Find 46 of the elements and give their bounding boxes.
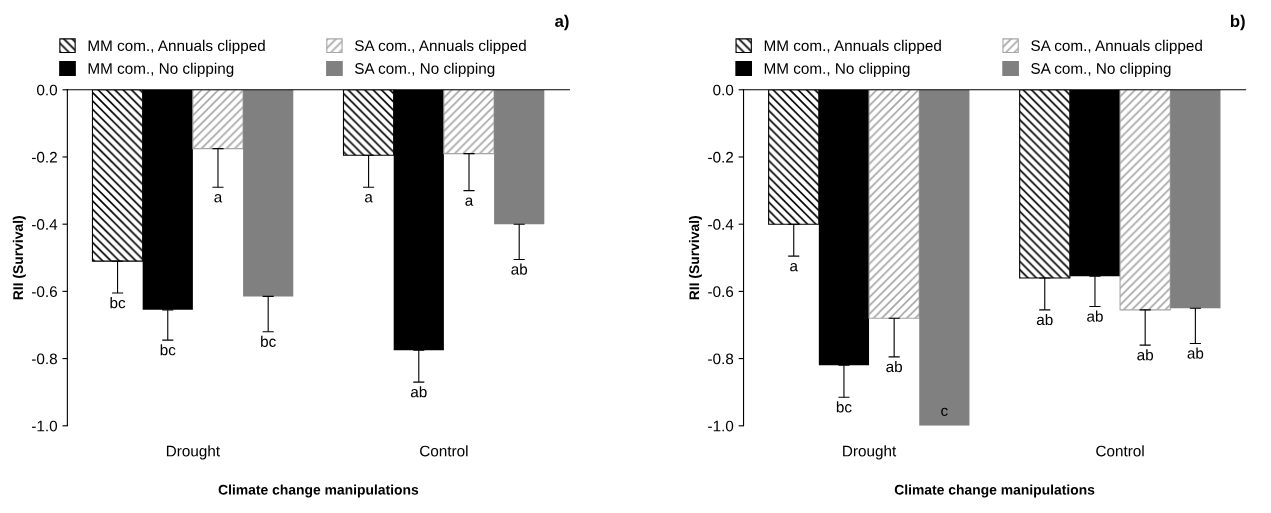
data-label: ab — [410, 386, 427, 398]
y-tick-label: 0.0 — [713, 84, 734, 96]
data-label: bc — [110, 297, 126, 309]
chart-title: b) — [1230, 14, 1245, 31]
data-label: a — [214, 194, 223, 203]
legend-label: MM com., Annuals clipped — [764, 39, 941, 55]
data-label: a — [790, 262, 798, 272]
data-label: c — [941, 407, 948, 417]
y-tick-label: -0.8 — [708, 353, 734, 365]
legend-label: MM com., No clipping — [764, 62, 910, 77]
data-label: ab — [1036, 313, 1053, 326]
y-tick-label: -0.6 — [32, 286, 57, 298]
data-label: a — [465, 197, 474, 206]
x-tick-label: Drought — [166, 445, 220, 460]
x-axis-title: Climate change manipulations — [894, 484, 1095, 498]
legend-label: MM com., Annuals clipped — [88, 39, 265, 55]
y-tick-label: -1.0 — [708, 420, 734, 432]
x-tick-label: Drought — [843, 445, 897, 460]
y-axis-title: RII (Survival) — [12, 216, 26, 300]
x-axis-title: Climate change manipulations — [218, 484, 419, 498]
y-tick-label: 0.0 — [37, 84, 58, 96]
legend-label: SA com., No clipping — [1031, 62, 1171, 77]
data-label: ab — [511, 263, 528, 275]
data-label: bc — [261, 335, 276, 347]
y-tick-label: -0.4 — [32, 219, 58, 230]
legend-label: SA com., Annuals clipped — [1031, 39, 1202, 55]
data-label: bc — [160, 344, 176, 356]
legend-label: MM com., No clipping — [88, 62, 234, 77]
legend-label: SA com., Annuals clipped — [354, 39, 526, 55]
chart-title: a) — [555, 14, 569, 31]
y-tick-label: -0.4 — [708, 219, 734, 230]
y-axis-title: RII (Survival) — [688, 216, 702, 300]
legend-label: SA com., No clipping — [354, 62, 495, 77]
data-label: a — [364, 194, 373, 203]
y-tick-label: -0.8 — [32, 353, 57, 365]
data-label: ab — [1187, 347, 1204, 359]
data-label: ab — [886, 360, 903, 373]
x-tick-label: Control — [420, 445, 468, 457]
y-tick-label: -1.0 — [32, 420, 58, 432]
data-label: bc — [836, 401, 852, 413]
x-tick-label: Control — [1096, 445, 1144, 457]
y-tick-label: -0.6 — [708, 286, 734, 298]
y-tick-label: -0.2 — [32, 151, 57, 163]
data-label: ab — [1137, 349, 1154, 361]
y-tick-label: -0.2 — [708, 151, 734, 163]
data-label: ab — [1087, 310, 1103, 322]
